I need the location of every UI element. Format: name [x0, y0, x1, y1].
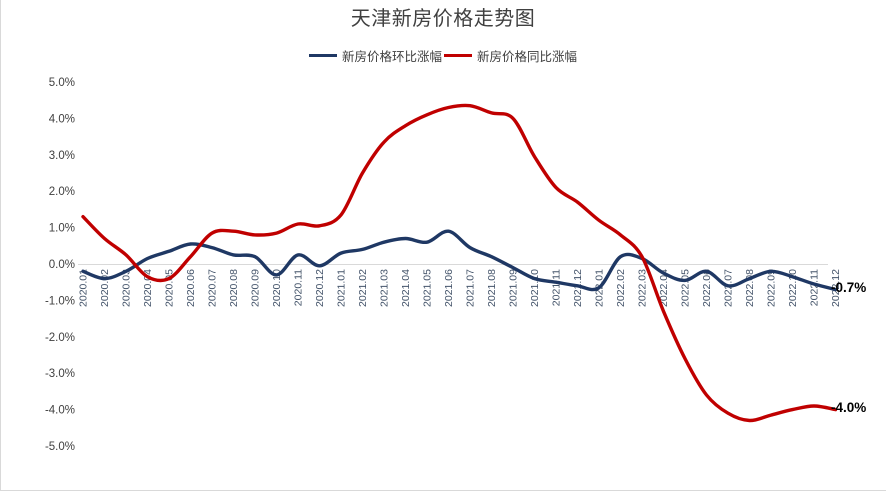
x-tick-label: 2022.11 — [809, 269, 821, 306]
legend-item-mom: 新房价格环比涨幅 — [308, 46, 442, 65]
series-line-yoy — [81, 103, 838, 423]
end-label-yoy: -4.0% — [831, 399, 867, 415]
y-tick-label: 3.0% — [49, 150, 75, 162]
x-tick-label: 2022.07 — [723, 269, 735, 307]
x-tick-label: 2020.12 — [314, 269, 326, 307]
x-tick-label: 2021.10 — [529, 269, 541, 307]
x-tick-label: 2020.08 — [228, 269, 240, 307]
x-tick-label: 2021.07 — [465, 269, 477, 307]
x-tick-label: 2021.09 — [508, 269, 520, 307]
x-tick-label: 2020.03 — [121, 269, 133, 307]
series-line-mom — [81, 229, 838, 292]
y-tick-label: 2.0% — [49, 186, 75, 198]
x-tick-label: 2021.04 — [400, 269, 412, 307]
x-tick-label: 2021.05 — [422, 269, 434, 307]
x-tick-label: 2020.01 — [78, 269, 90, 307]
x-tick-label: 2020.11 — [293, 269, 305, 306]
x-tick-label: 2020.06 — [185, 269, 197, 307]
y-tick-label: 1.0% — [49, 223, 75, 235]
x-tick-label: 2021.03 — [379, 269, 391, 307]
x-tick-label: 2020.02 — [99, 269, 111, 307]
left-border — [0, 0, 1, 491]
y-tick-label: -3.0% — [45, 368, 75, 380]
x-tick-label: 2022.02 — [615, 269, 627, 307]
x-tick-label: 2022.09 — [766, 269, 778, 307]
x-tick-label: 2021.08 — [486, 269, 498, 307]
x-tick-label: 2021.01 — [336, 269, 348, 307]
x-tick-label: 2021.02 — [357, 269, 369, 307]
legend-line-yoy-icon — [444, 54, 472, 57]
legend: 新房价格环比涨幅 新房价格同比涨幅 — [0, 46, 886, 65]
legend-label-yoy: 新房价格同比涨幅 — [477, 50, 578, 64]
chart-title: 天津新房价格走势图 — [350, 8, 536, 30]
bottom-border — [0, 490, 886, 491]
y-tick-label: -5.0% — [45, 441, 75, 453]
x-tick-label: 2021.11 — [551, 269, 563, 306]
y-tick-label: -4.0% — [45, 405, 75, 417]
x-tick-label: 2021.06 — [443, 269, 455, 307]
y-tick-label: -1.0% — [45, 295, 75, 307]
legend-label-mom: 新房价格环比涨幅 — [341, 50, 442, 64]
x-tick-label: 2021.12 — [572, 269, 584, 307]
x-tick-label: 2022.08 — [744, 269, 756, 307]
end-label-mom: -0.7% — [831, 280, 867, 296]
x-tick-label: 2020.07 — [207, 269, 219, 307]
x-tick-label: 2022.03 — [637, 269, 649, 307]
x-tick-label: 2020.09 — [250, 269, 262, 307]
x-tick-label: 2020.10 — [271, 269, 283, 307]
y-tick-label: 4.0% — [49, 113, 75, 125]
legend-line-mom-icon — [308, 54, 337, 57]
x-tick-label: 2022.04 — [658, 269, 670, 307]
y-tick-label: 0.0% — [49, 259, 75, 271]
x-tick-label: 2022.06 — [701, 269, 713, 307]
y-tick-label: -2.0% — [45, 332, 75, 344]
y-tick-label: 5.0% — [49, 77, 75, 89]
legend-item-yoy: 新房价格同比涨幅 — [444, 46, 577, 65]
x-tick-label: 2022.05 — [680, 269, 692, 307]
